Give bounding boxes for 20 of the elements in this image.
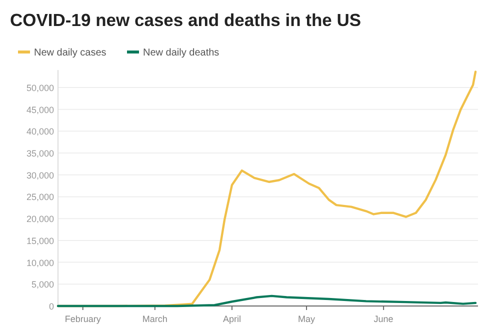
y-tick-label: 10,000: [26, 258, 54, 268]
y-tick-label: 0: [48, 302, 54, 312]
chart-title: COVID-19 new cases and deaths in the US: [10, 10, 362, 30]
x-tick-label: March: [142, 314, 168, 324]
x-tick-label: June: [374, 314, 394, 324]
y-tick-label: 35,000: [26, 148, 54, 159]
y-tick-label: 20,000: [26, 214, 54, 224]
legend-label: New daily deaths: [143, 48, 220, 58]
y-tick-label: 30,000: [26, 170, 54, 180]
y-tick-label: 5,000: [31, 280, 54, 290]
line-series: [56, 294, 477, 308]
y-tick-label: 50,000: [26, 82, 54, 93]
y-tick-label: 25,000: [26, 192, 54, 202]
y-tick-label: 45,000: [26, 104, 54, 115]
legend-label: New daily cases: [34, 48, 106, 58]
y-tick-label: 40,000: [26, 126, 54, 137]
y-tick-label: 15,000: [26, 236, 54, 246]
x-tick-label: May: [298, 314, 316, 324]
x-tick-label: April: [222, 314, 241, 324]
x-tick-label: February: [64, 314, 102, 324]
